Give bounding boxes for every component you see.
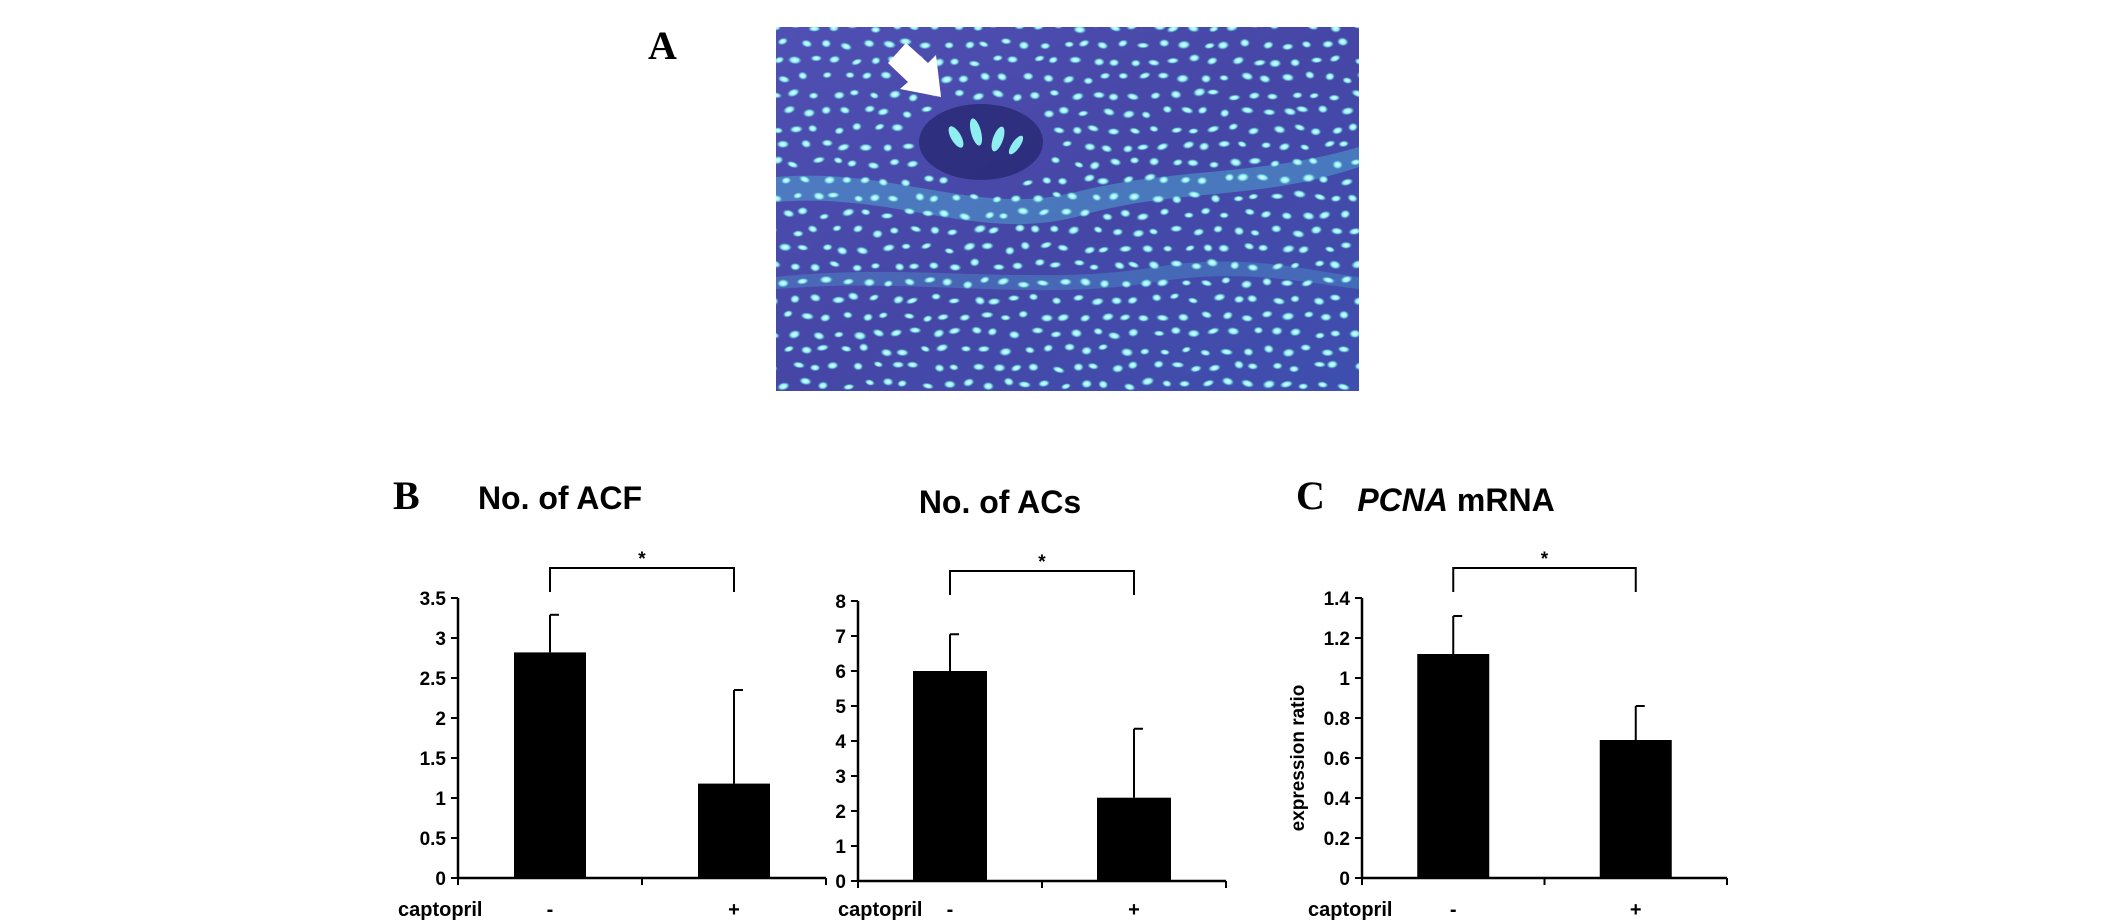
arrow-icon — [888, 43, 941, 97]
y-tick-label: 1 — [1339, 669, 1350, 690]
cell-nuclei — [776, 27, 1359, 391]
y-tick-label: 2 — [835, 802, 846, 823]
y-tick-label: 1 — [835, 837, 846, 858]
y-tick-label: 1.5 — [420, 749, 447, 770]
category-label: - — [1450, 899, 1457, 920]
panel-label-b: B — [393, 473, 420, 518]
y-tick-label: 0 — [835, 872, 846, 893]
row-label: captopril — [1308, 899, 1392, 920]
y-tick-label: 0.8 — [1324, 709, 1350, 730]
y-tick-label: 3 — [835, 767, 846, 788]
bar — [514, 652, 586, 878]
y-tick-label: 2.5 — [420, 669, 447, 690]
chart-no-of-acs: No. of ACs 0 1 2 3 4 5 6 7 8 - + captopril * — [835, 484, 1227, 920]
chart-title: PCNA mRNA — [1357, 482, 1554, 518]
y-axis-label: expression ratio — [1288, 685, 1309, 832]
y-tick-label: 1 — [435, 789, 446, 810]
y-tick-label: 5 — [835, 697, 846, 718]
y-tick-label: 3.5 — [420, 589, 447, 610]
significance-marker: * — [1541, 549, 1549, 570]
category-label: + — [728, 899, 740, 920]
stroma-band — [776, 147, 1359, 225]
row-label: captopril — [838, 899, 922, 920]
bar — [698, 783, 770, 878]
crypt-nuclei — [948, 118, 1024, 155]
y-tick-label: 7 — [835, 627, 846, 648]
row-label: captopril — [398, 899, 482, 920]
bar — [1097, 797, 1171, 881]
chart-title-gene: PCNA — [1357, 482, 1448, 518]
histology-micrograph — [776, 27, 1359, 391]
y-tick-label: 1.4 — [1324, 589, 1351, 610]
chart-title-suffix: mRNA — [1448, 482, 1555, 518]
category-label: - — [547, 899, 554, 920]
panel-label-c: C — [1296, 473, 1325, 518]
significance-bracket — [1452, 567, 1637, 592]
y-tick-label: 0.6 — [1324, 749, 1350, 770]
y-tick-label: 1.2 — [1324, 629, 1350, 650]
y-tick-label: 6 — [835, 662, 846, 683]
category-label: + — [1630, 899, 1642, 920]
chart-pcna-mrna: PCNA mRNA 0 0.2 0.4 0.6 0.8 1 1.2 1.4 expression … — [1288, 482, 1728, 920]
bar — [913, 671, 987, 881]
y-tick-label: 8 — [835, 592, 846, 613]
significance-marker: * — [638, 549, 646, 570]
y-tick-label: 0.4 — [1324, 789, 1351, 810]
chart-title: No. of ACs — [919, 484, 1081, 520]
category-label: - — [947, 899, 954, 920]
panel-label-a: A — [648, 23, 677, 68]
stroma-band-lower — [776, 261, 1359, 291]
y-tick-label: 0 — [435, 869, 446, 890]
significance-marker: * — [1038, 552, 1046, 573]
y-tick-label: 4 — [835, 732, 846, 753]
y-tick-label: 0.2 — [1324, 829, 1350, 850]
y-tick-label: 3 — [435, 629, 446, 650]
bar — [1599, 740, 1672, 878]
chart-no-of-acf: No. of ACF 0 0.5 1 1.5 2 2.5 3 3.5 - + captopril * — [398, 480, 827, 920]
y-tick-label: 0 — [1339, 869, 1350, 890]
chart-title: No. of ACF — [478, 480, 642, 516]
significance-bracket — [549, 567, 735, 592]
y-tick-label: 2 — [435, 709, 446, 730]
significance-bracket — [949, 570, 1135, 595]
bar — [1417, 654, 1490, 878]
category-label: + — [1128, 899, 1140, 920]
y-tick-label: 0.5 — [420, 829, 447, 850]
